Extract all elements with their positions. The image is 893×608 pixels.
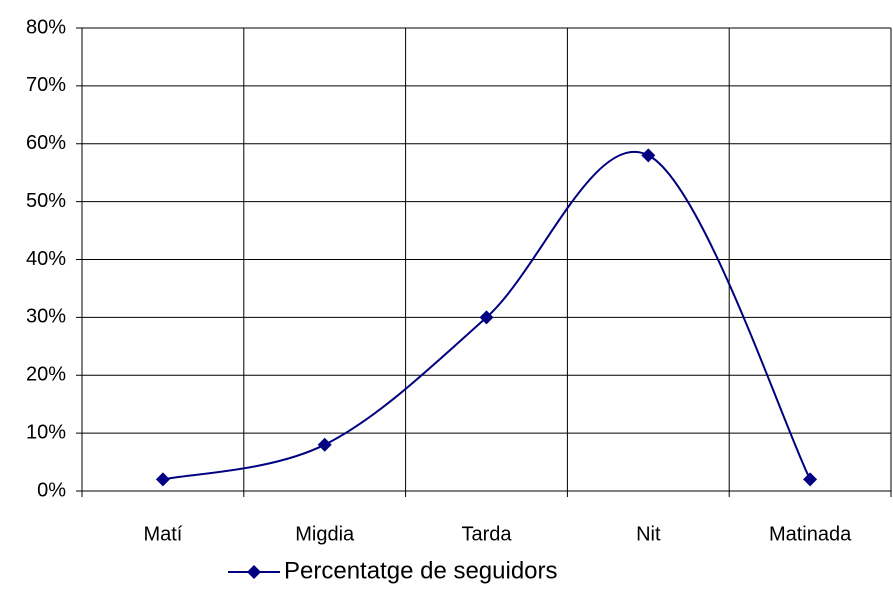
y-tick-label: 20% bbox=[26, 364, 66, 386]
y-tick-label: 70% bbox=[26, 74, 66, 96]
marker bbox=[155, 472, 170, 487]
x-tick-label: Matinada bbox=[769, 523, 852, 545]
y-tick-label: 0% bbox=[37, 479, 66, 501]
marker bbox=[479, 310, 494, 325]
x-tick-label: Nit bbox=[636, 523, 661, 545]
y-tick-label: 80% bbox=[26, 16, 66, 38]
legend-label: Percentatge de seguidors bbox=[284, 557, 558, 584]
y-tick-label: 30% bbox=[26, 306, 66, 328]
marker bbox=[317, 437, 332, 452]
marker bbox=[641, 148, 656, 163]
x-tick-label: Tarda bbox=[461, 523, 512, 545]
x-tick-label: Migdia bbox=[295, 523, 355, 545]
y-tick-label: 40% bbox=[26, 248, 66, 270]
y-tick-label: 60% bbox=[26, 132, 66, 154]
legend-marker bbox=[247, 565, 261, 579]
y-tick-label: 50% bbox=[26, 190, 66, 212]
y-tick-label: 10% bbox=[26, 421, 66, 443]
series-line bbox=[162, 151, 811, 481]
x-tick-label: Matí bbox=[143, 523, 182, 545]
marker bbox=[803, 472, 818, 487]
